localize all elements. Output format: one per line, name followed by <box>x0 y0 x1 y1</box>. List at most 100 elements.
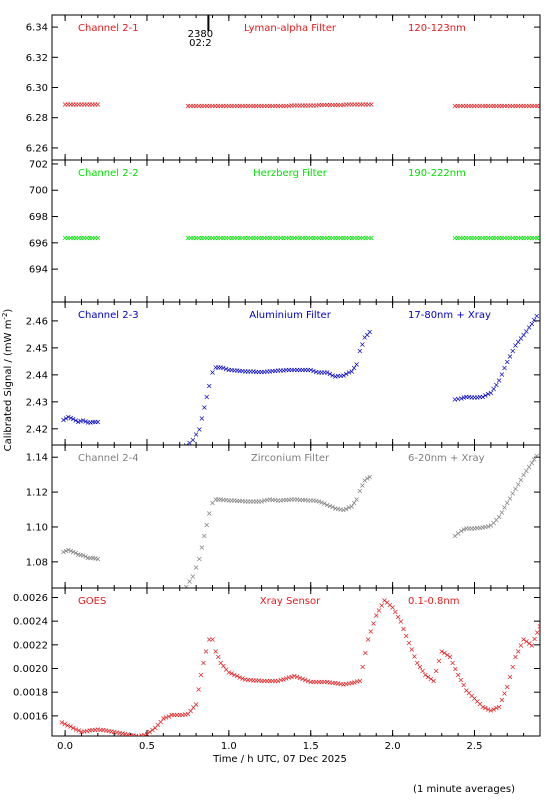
data-point: × <box>526 323 533 332</box>
data-point: × <box>215 102 222 111</box>
y-axis-title-superscript: -2 <box>1 313 9 320</box>
data-point: × <box>226 668 233 677</box>
data-point: × <box>337 234 344 243</box>
data-point: × <box>189 572 196 581</box>
data-point: × <box>518 475 525 484</box>
data-point: × <box>296 101 303 110</box>
data-point: × <box>337 371 344 380</box>
data-point: × <box>512 234 519 243</box>
data-point: × <box>316 368 323 377</box>
data-point: × <box>272 676 279 685</box>
data-point: × <box>316 678 323 687</box>
data-point: × <box>272 102 279 111</box>
data-point: × <box>509 234 516 243</box>
marker-label-top: 2380 <box>188 29 213 40</box>
data-point: × <box>493 704 500 713</box>
data-point: × <box>245 497 252 506</box>
data-point: × <box>468 102 475 111</box>
data-point: × <box>449 659 456 668</box>
data-point: × <box>310 678 317 687</box>
data-point: × <box>141 730 148 739</box>
data-point: × <box>204 234 211 243</box>
panel-channel-label: Channel 2-1 <box>78 23 139 34</box>
data-point: × <box>67 100 74 109</box>
data-point: × <box>269 367 276 376</box>
data-point: × <box>269 102 276 111</box>
data-point: × <box>460 681 467 690</box>
data-point: × <box>108 727 115 736</box>
data-point: × <box>67 722 74 731</box>
data-point: × <box>78 100 85 109</box>
data-point: × <box>318 368 325 377</box>
data-point: × <box>512 341 519 350</box>
data-point: × <box>351 234 358 243</box>
data-point: × <box>185 102 192 111</box>
data-point: × <box>427 674 434 683</box>
data-point: × <box>277 496 284 505</box>
data-point: × <box>520 635 527 644</box>
data-point: × <box>288 101 295 110</box>
y-tick-label: 0.0018 <box>13 688 48 699</box>
data-point: × <box>479 102 486 111</box>
data-point: × <box>73 725 80 734</box>
data-point: × <box>361 333 368 342</box>
data-point: × <box>75 417 82 426</box>
data-point: × <box>92 417 99 426</box>
data-point: × <box>496 102 503 111</box>
data-point: × <box>507 352 514 361</box>
data-point: × <box>351 678 358 687</box>
data-point: × <box>280 366 287 375</box>
data-point: × <box>234 672 241 681</box>
data-point: × <box>395 612 402 621</box>
data-point: × <box>204 102 211 111</box>
data-point: × <box>520 330 527 339</box>
data-point: × <box>490 384 497 393</box>
data-point: × <box>360 100 367 109</box>
data-point: × <box>324 678 331 687</box>
data-point: × <box>496 513 503 522</box>
data-point: × <box>507 234 514 243</box>
data-point: × <box>520 102 527 111</box>
data-point: × <box>329 100 336 109</box>
data-point: × <box>78 727 85 736</box>
data-point: × <box>310 496 317 505</box>
data-point: × <box>515 234 522 243</box>
data-point: × <box>476 234 483 243</box>
data-point: × <box>318 678 325 687</box>
data-point: × <box>220 102 227 111</box>
y-tick-label: 702 <box>29 159 48 170</box>
data-point: × <box>474 524 481 533</box>
data-point: × <box>332 504 339 513</box>
data-point: × <box>176 711 183 720</box>
data-point: × <box>95 725 102 734</box>
data-point: × <box>223 496 230 505</box>
panel-filter-label: Aluminium Filter <box>249 310 332 321</box>
data-point: × <box>326 501 333 510</box>
data-point: × <box>376 606 383 615</box>
data-point: × <box>193 102 200 111</box>
data-point: × <box>326 101 333 110</box>
data-point: × <box>474 393 481 402</box>
panel-channel-label: GOES <box>78 596 106 607</box>
data-point: × <box>212 647 219 656</box>
data-point: × <box>501 364 508 373</box>
data-point: × <box>310 101 317 110</box>
data-point: × <box>198 234 205 243</box>
data-point: × <box>250 497 257 506</box>
data-point: × <box>526 234 533 243</box>
data-point: × <box>75 550 82 559</box>
data-point: × <box>62 100 69 109</box>
data-point: × <box>280 234 287 243</box>
data-point: × <box>488 234 495 243</box>
data-point: × <box>291 101 298 110</box>
data-point: × <box>518 102 525 111</box>
data-point: × <box>220 364 227 373</box>
data-point: × <box>220 495 227 504</box>
data-point: × <box>296 495 303 504</box>
data-point: × <box>236 366 243 375</box>
data-point: × <box>335 679 342 688</box>
data-point: × <box>264 367 271 376</box>
data-point: × <box>518 641 525 650</box>
data-point: × <box>365 635 372 644</box>
data-point: × <box>501 234 508 243</box>
